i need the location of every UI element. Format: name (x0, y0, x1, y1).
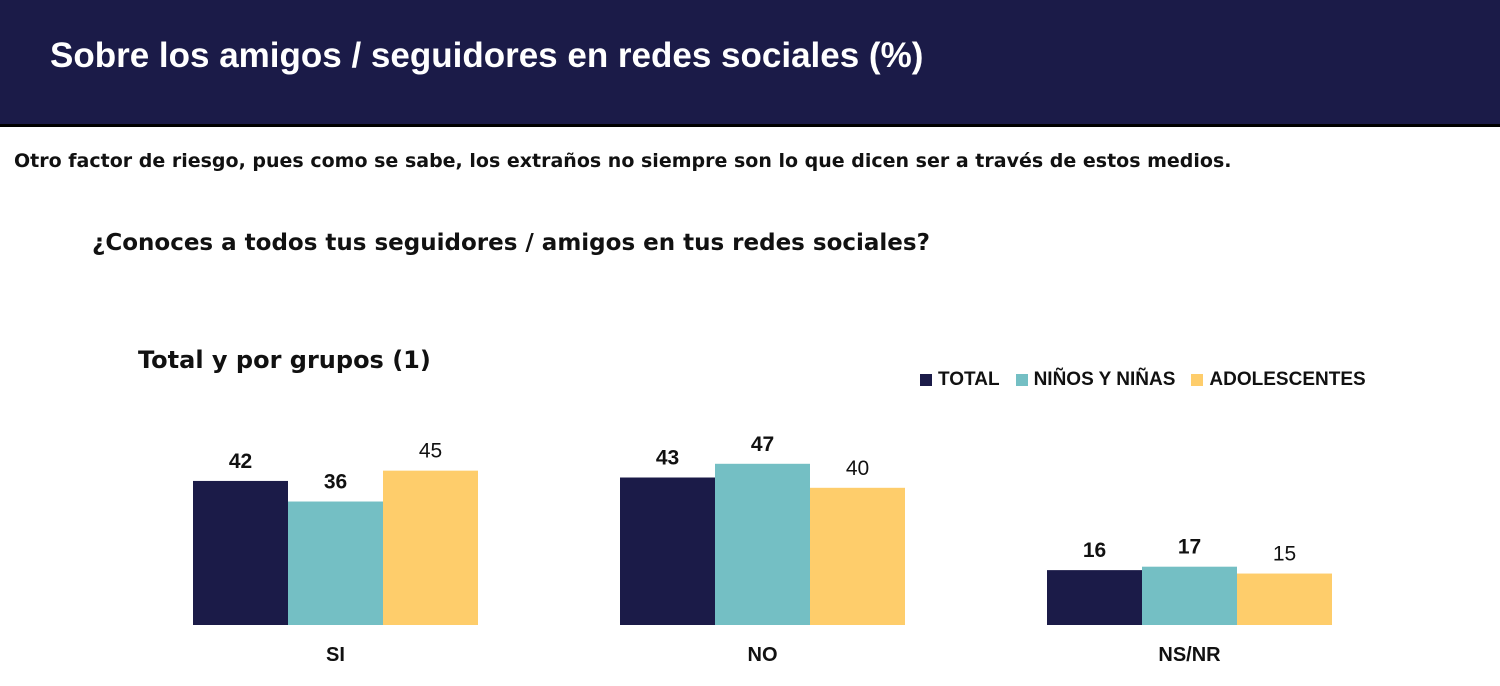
chart-legend: TOTAL NIÑOS Y NIÑAS ADOLESCENTES (920, 368, 1382, 392)
legend-swatch-ninos (1015, 374, 1028, 386)
data-label: 15 (1273, 543, 1296, 566)
bar-si-0 (193, 480, 288, 625)
bar-si-1 (288, 501, 383, 625)
legend-item-total: TOTAL (920, 369, 1000, 391)
chart-title: Total y por grupos (1) (138, 346, 431, 374)
data-label: 36 (324, 471, 347, 494)
category-label: SI (326, 644, 345, 666)
subtitle: Otro factor de riesgo, pues como se sabe… (14, 150, 1232, 172)
legend-swatch-adolescentes (1191, 374, 1204, 386)
bar-ns-nr-0 (1047, 570, 1142, 625)
bar-chart: 42 36 45 SI 43 47 40 NO 16 17 15 NS/NR (193, 433, 1332, 666)
bar-ns-nr-2 (1237, 573, 1332, 625)
legend-label-ninos: NIÑOS Y NIÑAS (1033, 369, 1176, 390)
data-label: 45 (419, 440, 442, 463)
data-label: 40 (846, 457, 869, 480)
legend-swatch-total (920, 374, 932, 386)
legend-item-adolescentes: ADOLESCENTES (1191, 369, 1366, 391)
data-label: 42 (229, 450, 252, 473)
data-label: 17 (1178, 536, 1201, 559)
bar-no-0 (620, 477, 715, 625)
bar-no-2 (810, 487, 905, 625)
survey-question: ¿Conoces a todos tus seguidores / amigos… (92, 230, 930, 256)
page-title: Sobre los amigos / seguidores en redes s… (50, 36, 924, 75)
legend-label-adolescentes: ADOLESCENTES (1209, 369, 1366, 390)
legend-label-total: TOTAL (938, 369, 1000, 390)
data-label: 43 (656, 447, 679, 470)
bar-si-2 (383, 470, 478, 625)
category-label: NS/NR (1158, 644, 1221, 666)
data-label: 47 (751, 433, 774, 456)
bar-no-1 (715, 463, 810, 625)
category-label: NO (748, 644, 778, 666)
legend-item-ninos: NIÑOS Y NIÑAS (1015, 369, 1176, 391)
bar-ns-nr-1 (1142, 566, 1237, 625)
data-label: 16 (1083, 539, 1106, 562)
header-bar: Sobre los amigos / seguidores en redes s… (0, 0, 1500, 127)
